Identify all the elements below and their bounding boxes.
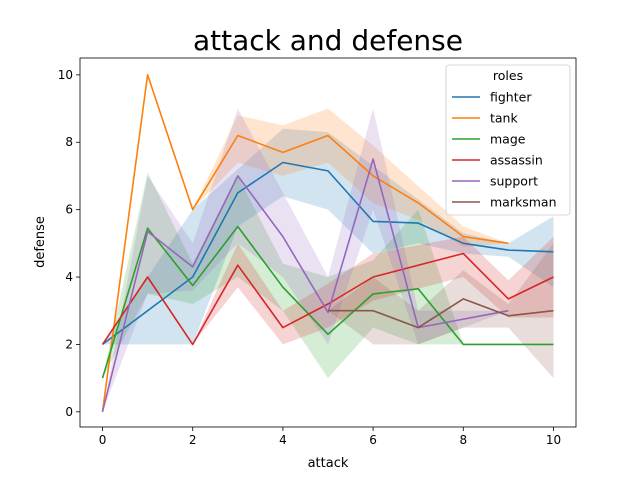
band-mage [102,172,554,379]
legend-label-marksman: marksman [490,195,557,210]
y-tick-label: 2 [65,337,73,351]
legend-title: roles [493,68,523,83]
y-tick-label: 6 [65,203,73,217]
series-lines [101,74,554,412]
line-marksman [328,298,554,329]
legend-label-support: support [490,174,538,189]
y-tick-label: 10 [58,68,73,82]
legend-label-fighter: fighter [490,90,532,105]
chart-title: attack and defense [193,24,463,57]
band-assassin [102,236,554,345]
x-tick-label: 4 [279,433,287,447]
line-support [101,158,509,412]
x-tick-label: 10 [546,433,561,447]
plot-frame [79,57,577,428]
x-tick-label: 0 [99,433,107,447]
legend: roles fighter tank mage assassin support mark… [445,64,571,216]
x-tick-label: 2 [189,433,197,447]
y-axis-ticks: 0 2 4 6 8 10 [58,68,80,419]
legend-label-tank: tank [490,111,518,126]
y-axis-label: defense [33,216,48,268]
y-tick-label: 0 [65,405,73,419]
y-tick-label: 8 [65,135,73,149]
legend-label-mage: mage [490,132,526,147]
x-tick-label: 6 [369,433,377,447]
line-assassin [101,252,554,346]
legend-items: fighter tank mage assassin support marksman [452,90,557,210]
legend-frame [445,64,571,216]
legend-label-assassin: assassin [490,153,543,168]
line-mage [101,225,554,379]
line-fighter [102,161,554,346]
band-support [102,108,509,412]
band-marksman [328,243,554,379]
y-tick-label: 4 [65,270,73,284]
band-tank [102,74,509,412]
x-axis-label: attack [308,456,349,471]
line-tank [101,74,509,412]
x-axis-ticks: 0 2 4 6 8 10 [99,427,561,447]
x-tick-label: 8 [459,433,467,447]
